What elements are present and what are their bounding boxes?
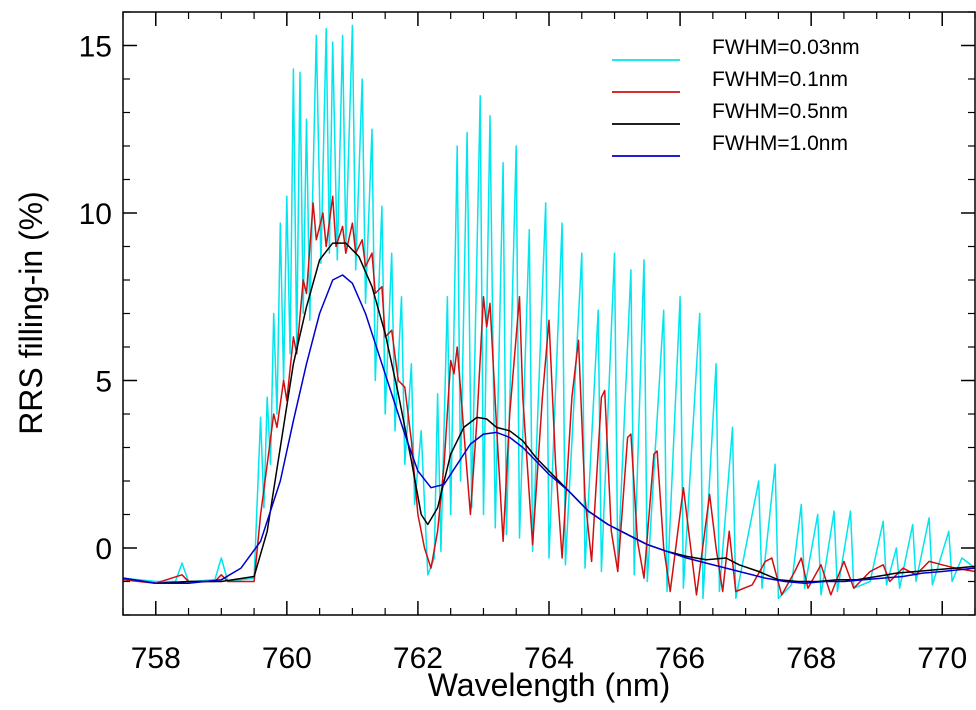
legend-label-4: FWHM=1.0nm <box>712 132 848 155</box>
legend: FWHM=0.03nm FWHM=0.1nm FWHM=0.5nm FWHM=1.0n… <box>612 36 860 157</box>
x-tick-label: 766 <box>655 642 705 675</box>
series-line-1 <box>123 24 975 600</box>
y-tick-label: 10 <box>79 198 112 231</box>
y-tick-label: 15 <box>79 31 112 64</box>
x-tick-label: 758 <box>131 642 181 675</box>
legend-label-2: FWHM=0.1nm <box>712 68 848 91</box>
series-line-4 <box>123 274 975 584</box>
x-tick-label: 760 <box>262 642 312 675</box>
x-tick-label: 770 <box>917 642 967 675</box>
y-axis-title: RRS filling-in (%) <box>13 191 49 435</box>
series-line-2 <box>123 195 975 596</box>
series-line-3 <box>123 242 975 584</box>
y-tick-label: 0 <box>95 533 112 566</box>
ticks-layer: 758 760 762 764 766 768 770 0 5 10 15 <box>79 11 976 675</box>
legend-label-1: FWHM=0.03nm <box>712 36 860 59</box>
x-tick-label: 762 <box>393 642 443 675</box>
x-tick-label: 768 <box>786 642 836 675</box>
x-axis-title: Wavelength (nm) <box>428 667 670 703</box>
series-layer <box>123 24 975 600</box>
legend-label-3: FWHM=0.5nm <box>712 100 848 123</box>
y-tick-label: 5 <box>95 366 112 399</box>
x-tick-label: 764 <box>524 642 574 675</box>
